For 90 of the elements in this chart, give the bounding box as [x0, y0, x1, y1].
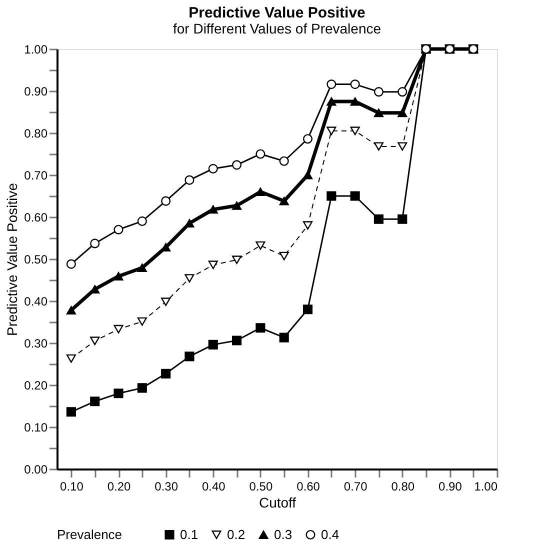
- point: [161, 368, 171, 378]
- point: [326, 191, 336, 201]
- point: [302, 221, 313, 230]
- legend-title: Prevalence: [57, 527, 122, 542]
- y-tick-label: 0.60: [24, 210, 48, 224]
- legend-label: 0.3: [274, 526, 292, 542]
- point: [114, 272, 124, 280]
- y-tick-label: 0.80: [24, 126, 48, 140]
- point: [114, 324, 124, 334]
- point: [279, 332, 289, 342]
- point: [90, 396, 100, 406]
- point: [256, 323, 266, 333]
- point: [398, 108, 408, 118]
- point: [208, 260, 218, 270]
- point: [161, 243, 171, 252]
- chart-title: Predictive Value Positive: [188, 4, 366, 22]
- point: [350, 126, 360, 136]
- y-tick-label: 0.90: [24, 84, 48, 98]
- x-tick-label: 0.80: [391, 480, 415, 494]
- point: [326, 97, 336, 106]
- point: [184, 274, 194, 283]
- point: [184, 352, 194, 362]
- point: [326, 126, 336, 136]
- point: [302, 170, 313, 180]
- point: [208, 164, 218, 174]
- point: [114, 388, 124, 398]
- point: [137, 383, 147, 393]
- y-axis-title: Predictive Value Positive: [4, 182, 20, 336]
- point: [256, 188, 266, 196]
- point: [208, 205, 218, 214]
- point: [350, 97, 360, 106]
- point: [350, 80, 360, 90]
- point: [398, 87, 408, 97]
- point: [66, 407, 76, 417]
- y-tick-label: 0.70: [24, 168, 48, 182]
- point: [256, 241, 266, 250]
- point: [279, 156, 289, 166]
- y-tick-label: 0.10: [24, 420, 48, 434]
- x-tick-label: 0.90: [438, 480, 462, 494]
- point: [66, 354, 76, 363]
- point: [161, 298, 171, 306]
- point: [161, 196, 171, 206]
- point: [90, 238, 100, 248]
- point: [374, 214, 384, 224]
- point: [374, 108, 384, 118]
- point: [232, 336, 242, 346]
- y-tick-label: 0.20: [24, 378, 48, 392]
- point: [302, 134, 313, 144]
- point: [232, 160, 242, 170]
- point: [256, 149, 266, 159]
- point: [350, 191, 360, 201]
- y-tick-label: 1.00: [24, 42, 48, 56]
- y-tick-label: 0.40: [24, 294, 48, 308]
- point: [137, 264, 147, 272]
- point: [114, 224, 124, 234]
- point: [374, 142, 384, 151]
- point: [232, 201, 242, 210]
- point: [137, 317, 147, 326]
- point: [184, 219, 194, 228]
- point: [208, 340, 218, 350]
- x-tick-label: 0.40: [202, 480, 226, 494]
- point: [90, 285, 100, 294]
- x-tick-label: 1.00: [474, 480, 498, 494]
- point: [184, 175, 194, 185]
- chart-subtitle: for Different Values of Prevalence: [172, 20, 382, 36]
- point: [66, 259, 76, 269]
- y-tick-label: 0.50: [24, 252, 48, 266]
- point: [232, 256, 242, 264]
- x-tick-label: 0.50: [249, 480, 273, 494]
- x-tick-label: 0.70: [344, 480, 368, 494]
- point: [279, 196, 289, 206]
- point: [279, 252, 289, 260]
- point: [137, 216, 147, 226]
- point: [374, 87, 384, 97]
- point: [398, 214, 408, 224]
- point: [90, 336, 100, 346]
- x-axis-title: Cutoff: [258, 494, 296, 510]
- point: [66, 306, 76, 314]
- x-tick-label: 0.20: [107, 480, 132, 494]
- point: [326, 80, 336, 90]
- y-tick-label: 0.30: [24, 336, 48, 350]
- legend-label: 0.2: [227, 526, 246, 542]
- y-tick-label: 0.00: [24, 462, 48, 476]
- x-tick-label: 0.60: [296, 480, 320, 494]
- x-tick-label: 0.10: [60, 480, 84, 494]
- x-tick-label: 0.30: [154, 480, 178, 494]
- point: [302, 304, 313, 314]
- legend-label: 0.1: [180, 526, 198, 542]
- point: [398, 142, 408, 151]
- legend-label: 0.4: [321, 526, 340, 542]
